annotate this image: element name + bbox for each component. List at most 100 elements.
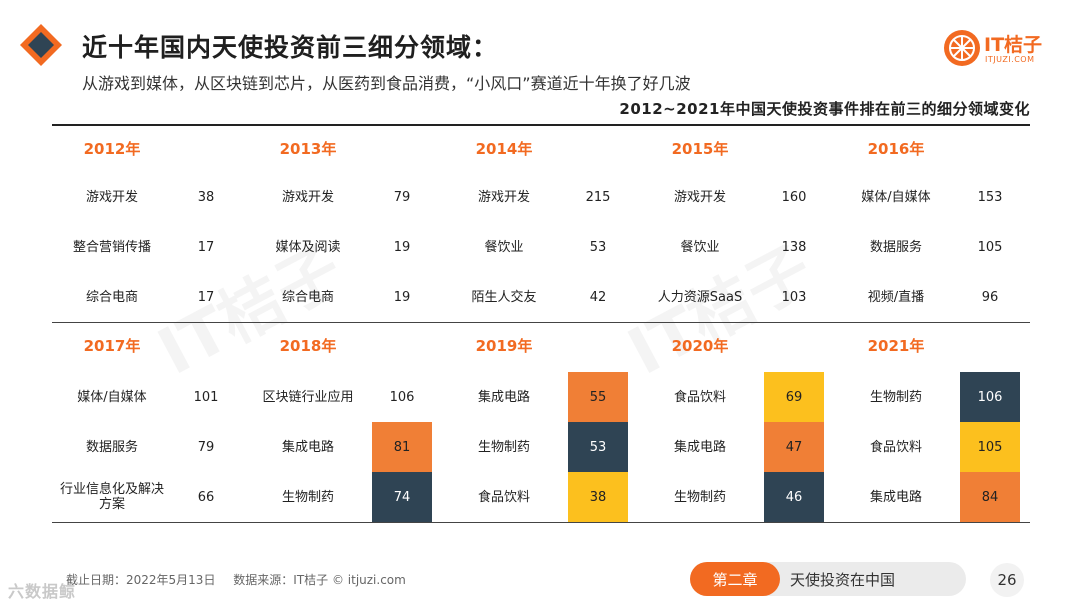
table-row: 数据服务 79 <box>52 422 248 472</box>
table-row: 生物制药 74 <box>248 472 444 522</box>
footer-note: 截止日期：2022年5月13日 数据来源：IT桔子 © itjuzi.com <box>66 571 420 588</box>
category-label: 生物制药 <box>477 439 530 455</box>
category-label: 生物制药 <box>673 489 726 505</box>
category-label: 区块链行业应用 <box>262 389 354 405</box>
investment-count: 215 <box>585 189 611 205</box>
highlighted-count: 55 <box>568 372 628 422</box>
table-row: 游戏开发 79 <box>248 172 444 222</box>
chapter-tag[interactable]: 第二章 <box>690 562 780 596</box>
highlighted-count: 38 <box>568 472 628 522</box>
category-label: 游戏开发 <box>281 189 334 205</box>
category-label: 综合电商 <box>281 289 334 305</box>
table-row: 媒体及阅读 19 <box>248 222 444 272</box>
logo-url: ITJUZI.COM <box>985 55 1035 64</box>
category-label: 媒体及阅读 <box>275 239 341 255</box>
page-title: 近十年国内天使投资前三细分领域： <box>82 33 499 62</box>
table-row: 综合电商 17 <box>52 272 248 322</box>
investment-count: 53 <box>589 239 607 255</box>
year-column-2020: 2020年 食品饮料 69 集成电路 47 生物制药 46 <box>640 323 836 522</box>
category-label: 媒体/自媒体 <box>861 189 931 205</box>
year-column-2017: 2017年 媒体/自媒体 101 数据服务 79 行业信息化及解决方案 66 <box>52 323 248 521</box>
category-label: 集成电路 <box>673 439 726 455</box>
highlighted-count: 105 <box>960 422 1020 472</box>
year-label: 2019年 <box>475 337 533 355</box>
category-label: 生物制药 <box>281 489 334 505</box>
table-caption: 2012~2021年中国天使投资事件排在前三的细分领域变化 <box>619 100 1030 118</box>
investment-count: 96 <box>981 289 999 305</box>
category-label: 生物制药 <box>869 389 922 405</box>
highlighted-count: 74 <box>372 472 432 522</box>
table-row: 游戏开发 38 <box>52 172 248 222</box>
category-label: 餐饮业 <box>680 239 720 255</box>
highlighted-count: 81 <box>372 422 432 472</box>
table-row: 陌生人交友 42 <box>444 272 640 322</box>
investment-count: 17 <box>197 239 215 255</box>
investment-count: 66 <box>197 489 215 505</box>
year-column-2012: 2012年 游戏开发 38 整合营销传播 17 综合电商 17 <box>52 126 248 324</box>
year-column-2021: 2021年 生物制药 106 食品饮料 105 集成电路 84 <box>836 323 1032 522</box>
orange-slice-icon <box>944 30 980 66</box>
investment-count: 106 <box>389 389 415 405</box>
year-column-2019: 2019年 集成电路 55 生物制药 53 食品饮料 38 <box>444 323 640 522</box>
chapter-pill[interactable]: 第二章 天使投资在中国 <box>690 562 966 596</box>
category-label: 食品饮料 <box>477 489 530 505</box>
highlighted-count: 84 <box>960 472 1020 522</box>
table-row: 食品饮料 69 <box>640 372 836 422</box>
year-column-2014: 2014年 游戏开发 215 餐饮业 53 陌生人交友 42 <box>444 126 640 324</box>
year-column-2018: 2018年 区块链行业应用 106 集成电路 81 生物制药 74 <box>248 323 444 522</box>
year-label: 2014年 <box>475 140 533 158</box>
year-label: 2021年 <box>867 337 925 355</box>
category-label: 媒体/自媒体 <box>77 389 147 405</box>
table-row: 游戏开发 215 <box>444 172 640 222</box>
highlighted-count: 46 <box>764 472 824 522</box>
investment-count: 19 <box>393 289 411 305</box>
brand-logo: IT桔子 ITJUZI.COM <box>944 28 1054 68</box>
table-row: 食品饮料 105 <box>836 422 1032 472</box>
table-row: 集成电路 81 <box>248 422 444 472</box>
year-column-2013: 2013年 游戏开发 79 媒体及阅读 19 综合电商 19 <box>248 126 444 324</box>
year-column-2016: 2016年 媒体/自媒体 153 数据服务 105 视频/直播 96 <box>836 126 1032 324</box>
bottom-watermark: 六数据鲸 <box>8 582 77 601</box>
table-row: 数据服务 105 <box>836 222 1032 272</box>
page-number: 26 <box>990 563 1024 597</box>
table-row: 整合营销传播 17 <box>52 222 248 272</box>
investment-count: 101 <box>193 389 219 405</box>
table-row: 媒体/自媒体 101 <box>52 372 248 422</box>
table-row: 餐饮业 138 <box>640 222 836 272</box>
category-label: 食品饮料 <box>869 439 922 455</box>
year-label: 2018年 <box>279 337 337 355</box>
investment-count: 17 <box>197 289 215 305</box>
investment-count: 19 <box>393 239 411 255</box>
table-row: 集成电路 55 <box>444 372 640 422</box>
category-label: 人力资源SaaS <box>657 289 743 305</box>
table-row: 集成电路 47 <box>640 422 836 472</box>
category-label: 食品饮料 <box>673 389 726 405</box>
highlighted-count: 47 <box>764 422 824 472</box>
investment-count: 153 <box>977 189 1003 205</box>
table-row: 综合电商 19 <box>248 272 444 322</box>
table-row: 餐饮业 53 <box>444 222 640 272</box>
category-label: 视频/直播 <box>867 289 925 305</box>
title-diamond-icon <box>20 24 62 66</box>
highlighted-count: 106 <box>960 372 1020 422</box>
table-row: 生物制药 46 <box>640 472 836 522</box>
category-label: 集成电路 <box>869 489 922 505</box>
investment-count: 103 <box>781 289 807 305</box>
category-label: 集成电路 <box>281 439 334 455</box>
investment-count: 160 <box>781 189 807 205</box>
year-label: 2016年 <box>867 140 925 158</box>
investment-count: 105 <box>977 239 1003 255</box>
highlighted-count: 53 <box>568 422 628 472</box>
table-mid-rule <box>52 322 1030 323</box>
category-label: 游戏开发 <box>85 189 138 205</box>
table-row: 生物制药 53 <box>444 422 640 472</box>
year-label: 2017年 <box>83 337 141 355</box>
investment-count: 79 <box>393 189 411 205</box>
year-label: 2013年 <box>279 140 337 158</box>
category-label: 游戏开发 <box>673 189 726 205</box>
logo-name: IT桔子 <box>984 34 1043 56</box>
category-label: 集成电路 <box>477 389 530 405</box>
page-subtitle: 从游戏到媒体，从区块链到芯片，从医药到食品消费，“小风口”赛道近十年换了好几波 <box>82 74 691 93</box>
table-row: 区块链行业应用 106 <box>248 372 444 422</box>
date-note: 截止日期：2022年5月13日 <box>66 573 216 587</box>
